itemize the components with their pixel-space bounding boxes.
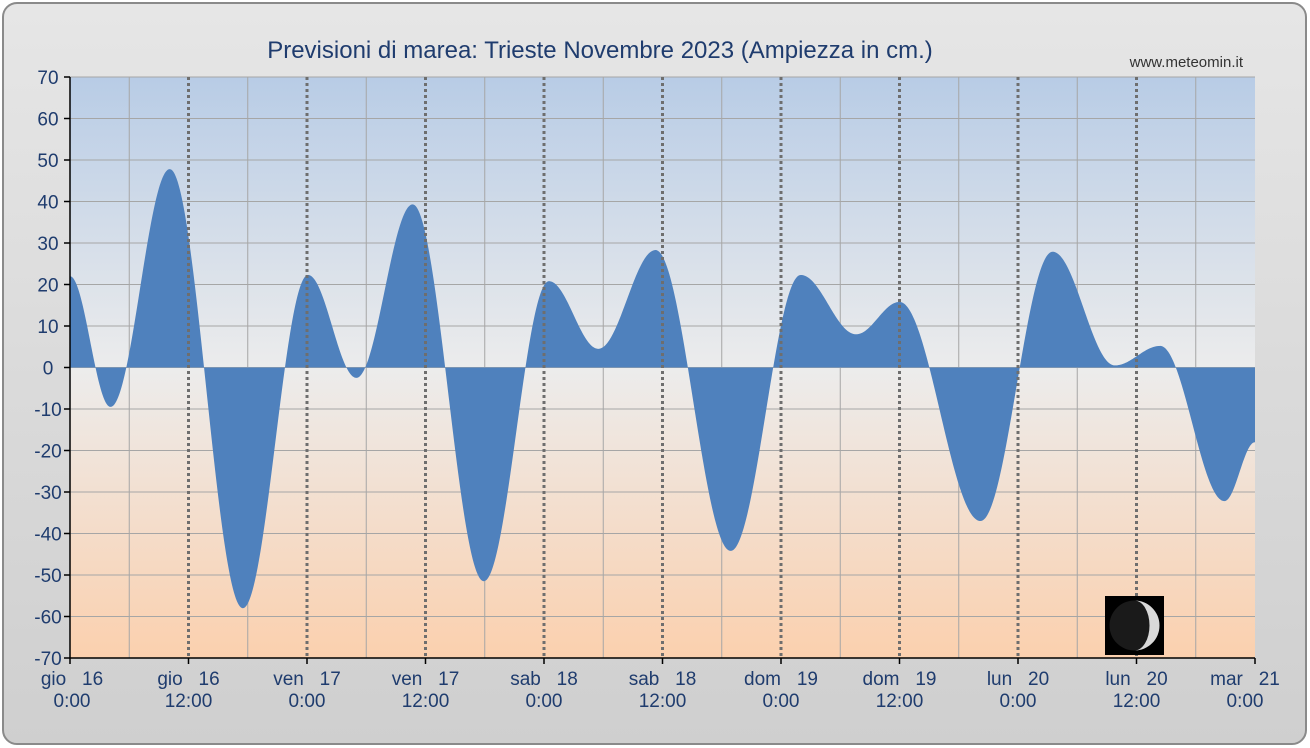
major-grid-lines xyxy=(187,77,1138,658)
y-tick-label: 20 xyxy=(37,276,58,297)
y-tick-label: 60 xyxy=(37,110,58,131)
waning-crescent-moon-icon xyxy=(1105,596,1164,655)
x-tick-label-time: 12:00 xyxy=(402,691,450,712)
y-tick-label: -20 xyxy=(34,442,61,463)
y-tick-label: 10 xyxy=(37,317,58,338)
y-tick-label: -40 xyxy=(34,525,61,546)
x-tick-label-day: sab 18 xyxy=(510,669,578,690)
tide-area xyxy=(70,169,1255,609)
y-axis-ticks: 70 60 50 40 30 20 10 0 -10 -20 -30 -40 -50 -60 -70 xyxy=(34,68,70,670)
watermark: www.meteomin.it xyxy=(1129,54,1244,71)
y-tick-label: 70 xyxy=(37,68,58,89)
y-tick-label: 50 xyxy=(37,151,58,172)
y-tick-label: -70 xyxy=(34,649,61,670)
x-tick-label-time: 12:00 xyxy=(639,691,687,712)
x-tick-label-day: sab 18 xyxy=(629,669,697,690)
x-tick-label-time: 0:00 xyxy=(289,691,326,712)
y-tick-label: -10 xyxy=(34,400,61,421)
x-tick-label-time: 12:00 xyxy=(876,691,924,712)
x-tick-label-time: 0:00 xyxy=(763,691,800,712)
x-tick-label-day: gio 16 xyxy=(157,669,219,690)
y-tick-label: 30 xyxy=(37,234,58,255)
x-tick-label-day: dom 19 xyxy=(744,669,818,690)
y-tick-label: -50 xyxy=(34,566,61,587)
x-tick-label-time: 0:00 xyxy=(526,691,563,712)
y-tick-label: -30 xyxy=(34,483,61,504)
x-tick-label-day: dom 19 xyxy=(863,669,937,690)
y-tick-label: -60 xyxy=(34,608,61,629)
x-tick-label-time: 0:00 xyxy=(1227,691,1264,712)
x-tick-label-time: 0:00 xyxy=(54,691,91,712)
chart-title: Previsioni di marea: Trieste Novembre 20… xyxy=(267,37,933,64)
y-tick-label: 0 xyxy=(43,359,54,380)
x-tick-label-time: 12:00 xyxy=(165,691,213,712)
x-tick-label-day: mar 21 xyxy=(1210,669,1280,690)
x-tick-label-day: lun 20 xyxy=(987,669,1049,690)
x-tick-label-time: 0:00 xyxy=(1000,691,1037,712)
x-tick-label-day: gio 16 xyxy=(41,669,103,690)
y-tick-label: 40 xyxy=(37,193,58,214)
x-tick-label-day: lun 20 xyxy=(1105,669,1167,690)
x-tick-label-day: ven 17 xyxy=(273,669,341,690)
x-tick-label-time: 12:00 xyxy=(1113,691,1161,712)
x-tick-label-day: ven 17 xyxy=(392,669,460,690)
